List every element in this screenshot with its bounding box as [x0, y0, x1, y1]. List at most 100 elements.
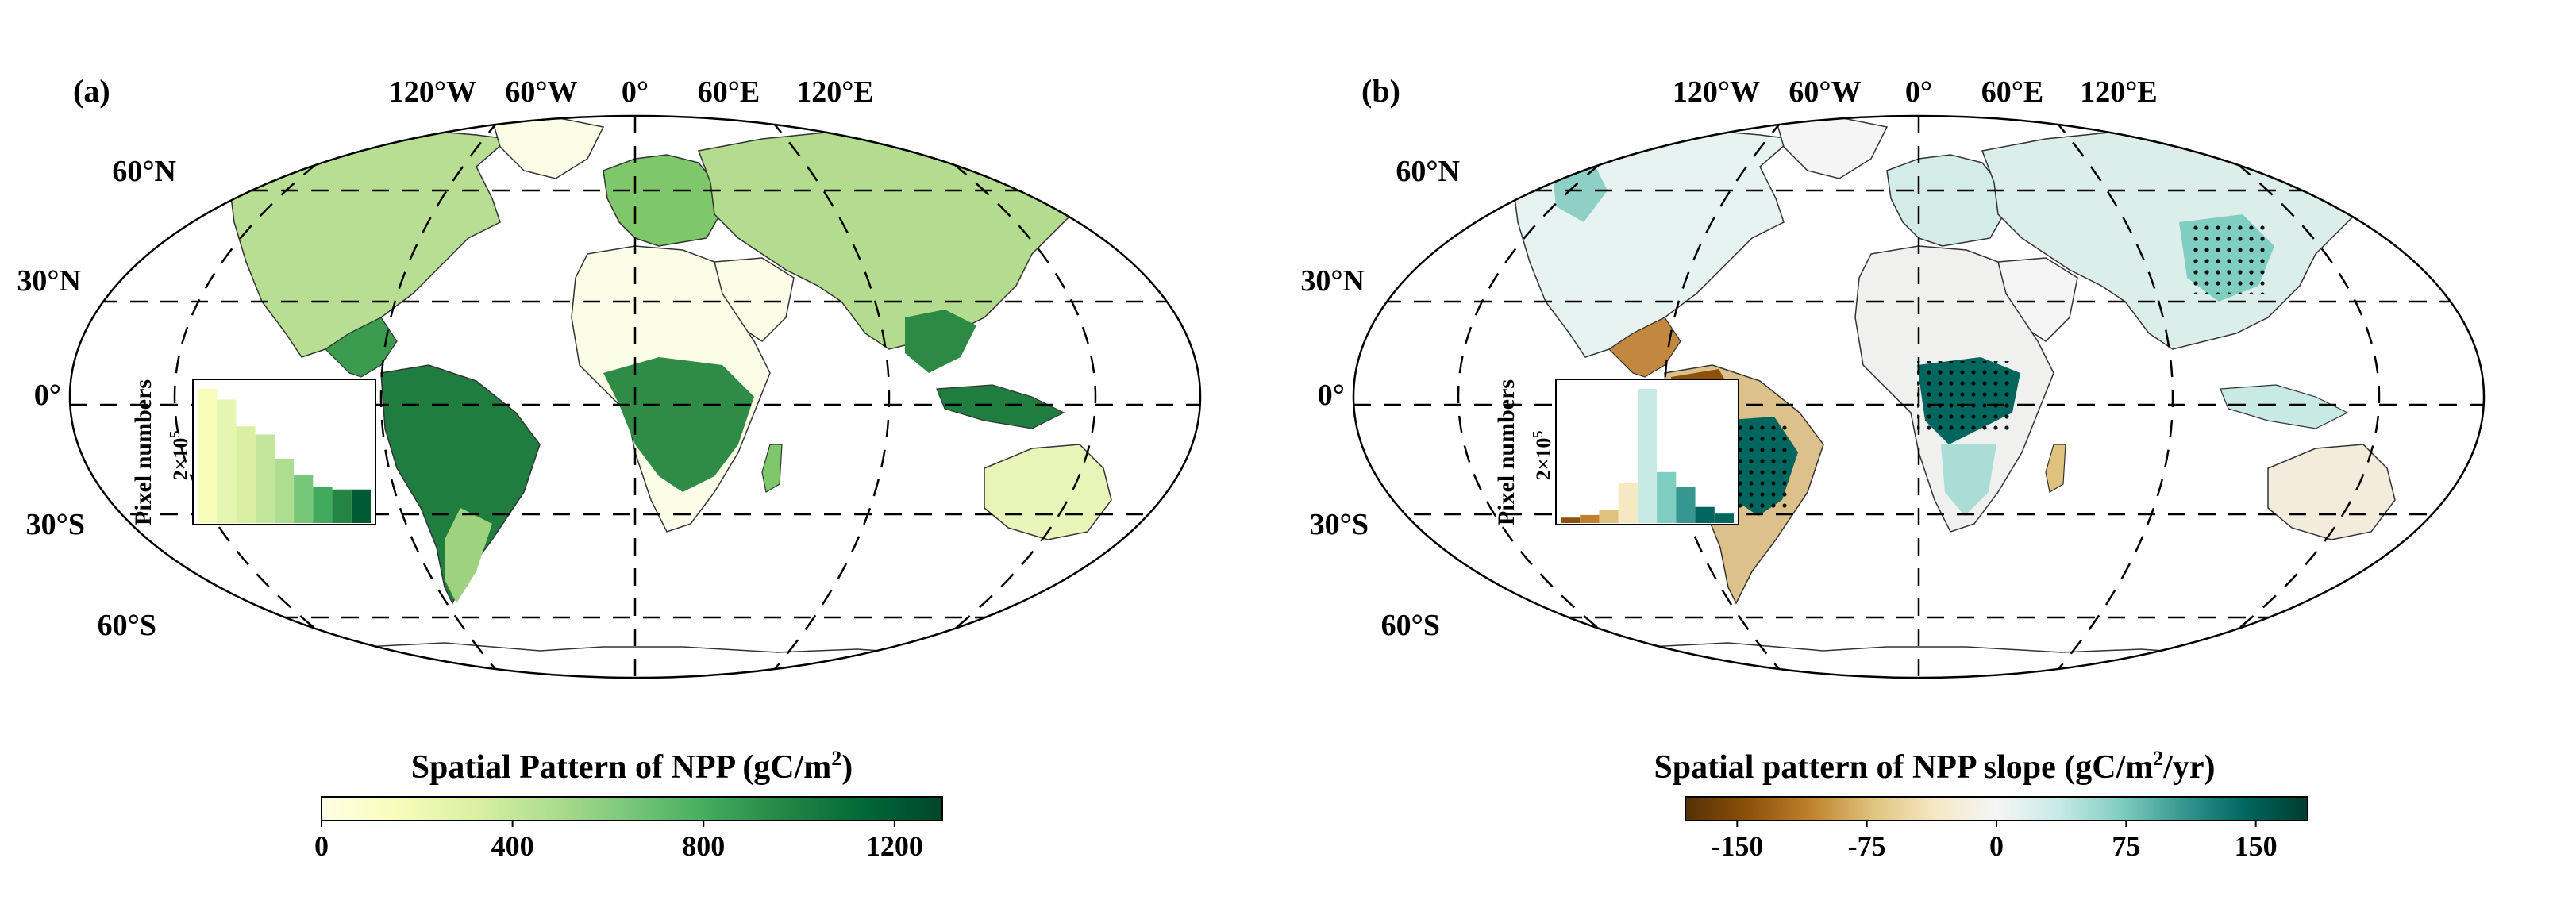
- npp-slope-map-svg: (b) 120°W 60°W 0° 60°E 120°E 60°N 30°N 0…: [1300, 73, 2486, 862]
- histogram-ytick: 2×105: [167, 431, 192, 481]
- latitude-labels: 60°N 30°N 0° 30°S 60°S: [1300, 155, 1460, 642]
- panel-b-npp-slope-map: (b) 120°W 60°W 0° 60°E 120°E 60°N 30°N 0…: [1290, 0, 2576, 900]
- panel-label: (b): [1361, 73, 1400, 109]
- lon-120w-line: [173, 125, 366, 668]
- histogram-ylabel: Pixel numbers: [130, 379, 156, 525]
- histogram-bar: [1657, 471, 1677, 523]
- lon-label-120e: 120°E: [2080, 75, 2158, 109]
- central-america: [325, 317, 398, 378]
- histogram-bar: [351, 489, 371, 523]
- indonesia: [2220, 384, 2349, 429]
- lat-label-30s: 30°S: [26, 508, 85, 541]
- lat-label-60s: 60°S: [1381, 609, 1440, 642]
- colorbar-title-sup: 2: [831, 747, 841, 770]
- lat-label-30n: 30°N: [17, 264, 81, 298]
- colorbar-tick-label: -150: [1711, 830, 1763, 862]
- lon-label-120e: 120°E: [796, 75, 874, 109]
- australia: [984, 444, 1112, 540]
- colorbar-tick-label: 0: [1989, 830, 2004, 862]
- new-zealand: [1126, 539, 1152, 572]
- greenland: [1775, 117, 1889, 179]
- histogram-bar: [1580, 514, 1600, 523]
- colorbar-tick-label: 800: [682, 830, 725, 862]
- lon-120w-line: [1457, 125, 1650, 668]
- inset-histogram: Pixel numbers 2×105: [130, 379, 376, 525]
- colorbar-gradient: [321, 796, 943, 821]
- histogram-bar: [198, 389, 218, 523]
- lon-label-60w: 60°W: [1789, 75, 1861, 109]
- colorbar-tick-label: 150: [2235, 830, 2278, 862]
- histogram-bar: [1599, 510, 1619, 523]
- new-zealand: [2410, 539, 2435, 572]
- lon-60e-line: [769, 118, 891, 675]
- colorbar-title: Spatial Pattern of NPP (gC/m2): [411, 747, 853, 786]
- colorbar-title: Spatial pattern of NPP slope (gC/m2/yr): [1654, 747, 2215, 786]
- lon-120e-line: [904, 125, 1097, 668]
- colorbar-tick-label: -75: [1848, 830, 1886, 862]
- indonesia: [936, 384, 1065, 429]
- lon-label-60e: 60°E: [698, 75, 760, 109]
- madagascar: [761, 444, 783, 493]
- histogram-bar: [274, 458, 295, 523]
- lon-label-120w: 120°W: [1673, 75, 1760, 109]
- lat-label-60n: 60°N: [112, 155, 176, 188]
- longitude-labels: 120°W 60°W 0° 60°E 120°E: [389, 75, 874, 109]
- colorbar-tick-label: 75: [2112, 830, 2140, 862]
- histogram-bar: [217, 399, 237, 523]
- histogram-ytick-exp: 5: [167, 431, 183, 438]
- inset-histogram: Pixel numbers 2×105: [1493, 379, 1739, 525]
- australia: [2267, 444, 2396, 540]
- histogram-bar: [1695, 506, 1715, 523]
- histogram-bars: [1561, 389, 1734, 523]
- histogram-bar: [294, 475, 314, 523]
- histogram-bar: [1676, 487, 1696, 523]
- lat-label-30n: 30°N: [1300, 264, 1365, 298]
- longitude-labels: 120°W 60°W 0° 60°E 120°E: [1673, 75, 2158, 109]
- histogram-ytick-exp: 5: [1530, 431, 1546, 438]
- lon-label-120w: 120°W: [389, 75, 476, 109]
- colorbar-title-text: Spatial Pattern of NPP (gC/m: [411, 749, 832, 786]
- se-asia: [905, 310, 976, 373]
- colorbar: Spatial Pattern of NPP (gC/m2) 0 400 800 12…: [314, 747, 943, 862]
- histogram-bar: [255, 434, 275, 523]
- colorbar-ticks: 0 400 800 1200: [314, 821, 923, 862]
- greenland: [491, 117, 605, 179]
- africa-tropics: [603, 357, 754, 492]
- colorbar-gradient: [1685, 796, 2308, 821]
- lat-label-60s: 60°S: [98, 609, 156, 642]
- histogram-ytick-base: 2×10: [169, 438, 192, 481]
- central-america: [1608, 317, 1681, 378]
- lat-label-60n: 60°N: [1396, 155, 1460, 188]
- lon-label-60w: 60°W: [505, 75, 577, 109]
- colorbar-ticks: -150 -75 0 75 150: [1711, 821, 2278, 862]
- europe: [603, 154, 723, 247]
- lon-60w-line: [379, 118, 501, 675]
- lon-label-0: 0°: [622, 75, 649, 109]
- histogram-bars: [198, 389, 371, 523]
- lat-label-30s: 30°S: [1310, 508, 1369, 541]
- colorbar-title-text: Spatial pattern of NPP slope (gC/m: [1654, 749, 2153, 786]
- histogram-bar: [1561, 517, 1581, 523]
- lon-60e-line: [2053, 118, 2174, 675]
- lat-label-0: 0°: [1318, 379, 1345, 412]
- histogram-bar: [332, 489, 352, 523]
- africa-significance-dots: [1917, 361, 2016, 433]
- lon-label-60e: 60°E: [1981, 75, 2044, 109]
- madagascar: [2045, 444, 2066, 493]
- europe: [1886, 154, 2007, 247]
- histogram-ylabel: Pixel numbers: [1493, 379, 1519, 525]
- histogram-bar: [1637, 389, 1658, 523]
- colorbar: Spatial pattern of NPP slope (gC/m2/yr) …: [1654, 747, 2308, 862]
- lon-120e-line: [2188, 125, 2381, 668]
- histogram-ytick: 2×105: [1530, 431, 1555, 481]
- map-land: [229, 116, 1152, 678]
- npp-map-svg: (a) 120°W 60°W 0° 60°E 120°E 60°N 30°N 0…: [17, 73, 1202, 862]
- colorbar-tick-label: 400: [491, 830, 534, 862]
- histogram-bar: [1714, 513, 1734, 523]
- africa-south: [1941, 444, 1996, 516]
- lon-label-0: 0°: [1905, 75, 1932, 109]
- lat-label-0: 0°: [34, 379, 61, 412]
- colorbar-title-end: ): [841, 749, 853, 786]
- histogram-bar: [1618, 483, 1638, 523]
- asia-significance-dots: [2187, 222, 2266, 294]
